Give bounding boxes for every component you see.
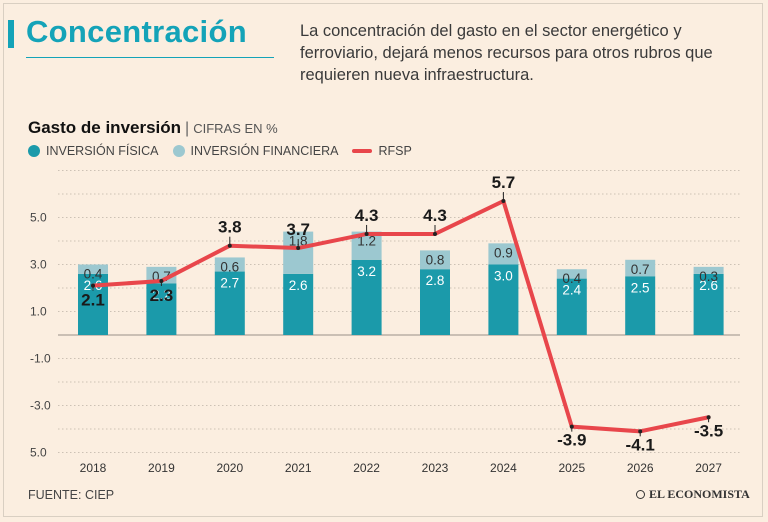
bar-financial-label: 0.4 (562, 271, 581, 286)
bar-financial (488, 243, 519, 265)
bar-physical-label: 2.6 (289, 278, 308, 293)
legend-item-physical: INVERSIÓN FÍSICA (28, 144, 159, 158)
rfsp-line (91, 199, 711, 434)
bar-physical-label: 2.2 (152, 287, 171, 302)
chart-title: Gasto de inversión (28, 118, 182, 137)
bar-financial-label: 0.4 (84, 267, 103, 282)
x-tick-label: 2026 (627, 461, 654, 475)
y-tick-label: 3.0 (30, 258, 47, 272)
bar-physical (146, 283, 177, 335)
bar-physical (625, 276, 656, 335)
bar-financial (283, 231, 314, 274)
x-tick-label: 2021 (285, 461, 312, 475)
brand-logo: EL ECONOMISTA (636, 487, 750, 502)
description-text: La concentración del gasto en el sector … (300, 22, 713, 84)
x-tick-label: 2019 (148, 461, 175, 475)
bar-financial (693, 266, 724, 274)
rfsp-label: -4.1 (626, 435, 655, 454)
bar-financial-label: 0.7 (631, 262, 650, 277)
bar-physical (351, 259, 382, 335)
chart-frame (3, 3, 763, 517)
bar-physical-label: 3.0 (494, 269, 513, 284)
y-tick-label: -1.0 (30, 352, 51, 366)
rfsp-label: 2.1 (81, 291, 105, 310)
bar-financial (556, 269, 587, 279)
bar-physical-label: 2.5 (631, 280, 650, 295)
x-tick-label: 2022 (353, 461, 380, 475)
subtitle-separator: | (185, 120, 190, 137)
rfsp-label: -3.5 (694, 421, 723, 440)
rfsp-label: 4.3 (423, 206, 447, 225)
bar-financial-label: 1.2 (357, 234, 376, 249)
bar-physical-label: 2.4 (562, 283, 581, 298)
bar-physical-label: 2.7 (220, 276, 239, 291)
bar-physical-label: 3.2 (357, 264, 376, 279)
legend-swatch-financial (172, 145, 185, 157)
y-tick-label: 5.0 (30, 446, 47, 460)
brand-name: EL ECONOMISTA (649, 487, 750, 501)
bar-physical (556, 278, 587, 335)
legend-swatch-physical (28, 145, 40, 157)
x-tick-label: 2024 (490, 461, 517, 475)
x-tick-label: 2023 (422, 461, 449, 475)
source-note: FUENTE: CIEP (28, 488, 115, 502)
bar-financial-label: 0.9 (494, 245, 513, 260)
chart-legend: INVERSIÓN FÍSICA INVERSIÓN FINANCIERA RF… (28, 144, 426, 158)
bar-physical (693, 273, 724, 335)
rfsp-label: 2.3 (150, 286, 174, 305)
bar-physical-label: 2.8 (426, 273, 445, 288)
bar-physical (420, 269, 450, 335)
page-title: Concentración (26, 14, 247, 49)
rfsp-label: 3.8 (218, 218, 242, 237)
bar-financial-label: 0.8 (426, 252, 445, 267)
bar-financial (625, 259, 656, 277)
rfsp-label: 5.7 (492, 173, 516, 192)
title-accent-bar (8, 20, 14, 48)
title-underline (26, 57, 274, 58)
y-tick-label: 5.0 (30, 211, 47, 225)
bar-financial-label: 0.3 (699, 269, 718, 284)
x-tick-label: 2027 (695, 461, 722, 475)
bar-physical (214, 271, 245, 335)
bar-physical-label: 2.6 (699, 278, 718, 293)
y-tick-label: -3.0 (30, 399, 51, 413)
legend-item-financial: INVERSIÓN FINANCIERA (172, 144, 339, 158)
rfsp-label: 4.3 (355, 206, 379, 225)
bar-financial-label: 0.6 (220, 259, 239, 274)
legend-label-rfsp: RFSP (378, 144, 412, 158)
legend-label-physical: INVERSIÓN FÍSICA (46, 144, 159, 158)
bar-financial (214, 257, 245, 272)
bar-physical (283, 273, 314, 335)
rfsp-label: -3.9 (557, 431, 586, 450)
rfsp-label: 3.7 (286, 220, 310, 239)
chart-unit: CIFRAS EN % (193, 121, 278, 136)
x-tick-label: 2018 (80, 461, 107, 475)
bar-financial (78, 264, 108, 274)
y-tick-label: 1.0 (30, 305, 47, 319)
x-tick-label: 2025 (558, 461, 585, 475)
chart-subtitle: Gasto de inversión | CIFRAS EN % (28, 118, 278, 138)
legend-swatch-rfsp (352, 149, 373, 153)
legend-label-financial: INVERSIÓN FINANCIERA (190, 144, 339, 158)
bar-financial (420, 250, 450, 270)
bar-physical (488, 264, 519, 335)
legend-item-rfsp: RFSP (352, 144, 412, 158)
brand-icon (636, 490, 645, 499)
x-tick-label: 2020 (216, 461, 243, 475)
